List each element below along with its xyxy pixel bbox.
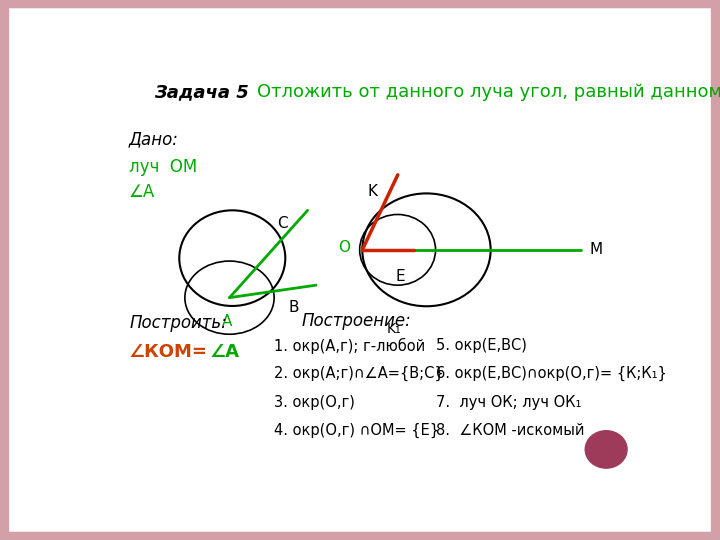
Text: O: O	[338, 240, 350, 255]
Text: 7.  луч ОК; луч ОК₁: 7. луч ОК; луч ОК₁	[436, 395, 581, 409]
Text: Построить:: Построить:	[129, 314, 227, 332]
Text: 3. окр(О,г): 3. окр(О,г)	[274, 395, 355, 409]
Text: E: E	[395, 268, 405, 284]
Text: K₁: K₁	[387, 322, 402, 336]
Text: B: B	[289, 300, 299, 315]
Text: K: K	[368, 184, 378, 199]
Text: 6. окр(Е,ВС)∩окр(О,г)= {К;К₁}: 6. окр(Е,ВС)∩окр(О,г)= {К;К₁}	[436, 366, 667, 381]
Text: луч  ОМ: луч ОМ	[129, 158, 197, 176]
Text: Дано:: Дано:	[129, 131, 179, 149]
Text: Отложить от данного луча угол, равный данному: Отложить от данного луча угол, равный да…	[258, 83, 720, 101]
Ellipse shape	[585, 431, 627, 468]
Text: 4. окр(О,г) ∩ОМ= {E}: 4. окр(О,г) ∩ОМ= {E}	[274, 423, 439, 438]
Text: ∠A: ∠A	[210, 343, 240, 361]
Text: Построение:: Построение:	[302, 312, 412, 329]
Text: 8.  ∠КОМ -искомый: 8. ∠КОМ -искомый	[436, 423, 585, 438]
Text: 1. окр(А,г); г-любой: 1. окр(А,г); г-любой	[274, 338, 426, 354]
Text: M: M	[590, 242, 603, 258]
Text: Задача 5: Задача 5	[154, 83, 249, 101]
Text: 5. окр(Е,ВС): 5. окр(Е,ВС)	[436, 338, 527, 353]
Text: C: C	[277, 216, 288, 231]
Text: 2. окр(А;г)∩∠A={В;С}: 2. окр(А;г)∩∠A={В;С}	[274, 366, 444, 381]
Text: ∠A: ∠A	[129, 183, 156, 201]
Text: A: A	[222, 314, 232, 329]
Text: ∠КОМ=: ∠КОМ=	[129, 343, 208, 361]
